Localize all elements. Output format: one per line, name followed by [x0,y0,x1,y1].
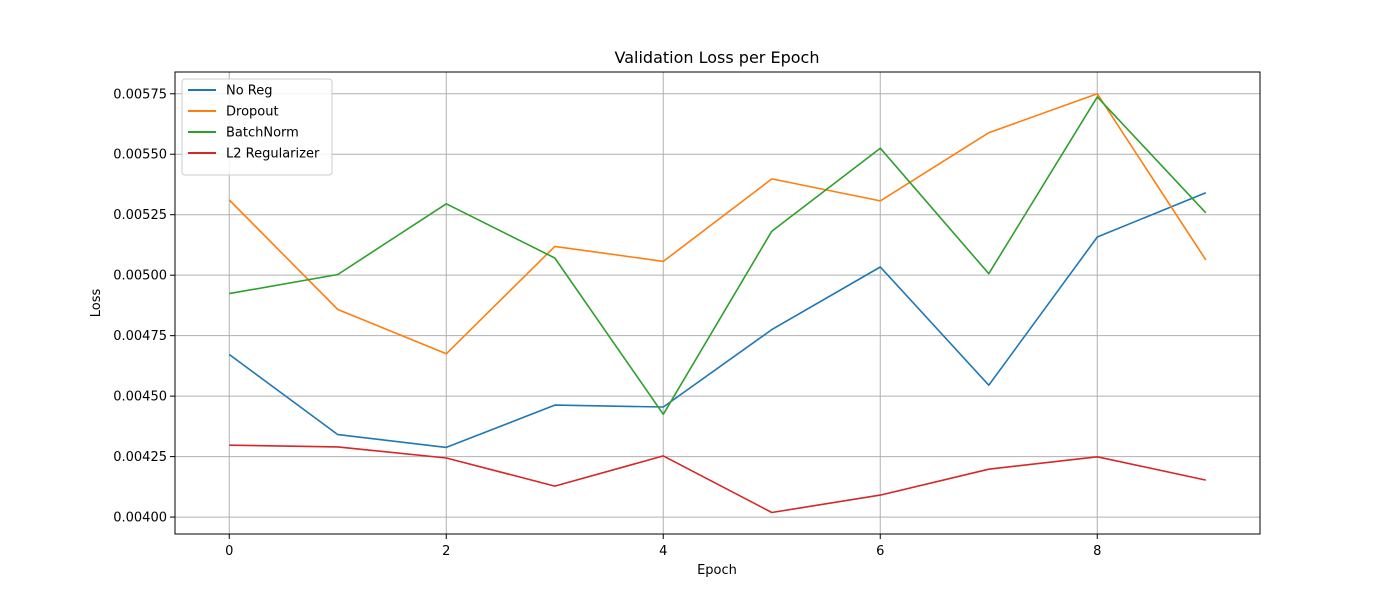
legend-label-no-reg: No Reg [226,84,273,99]
legend-label-batchnorm: BatchNorm [226,126,299,141]
y-tick-label: 0.00550 [113,148,167,163]
x-axis-label: Epoch [697,563,737,578]
axis-ticks: 0 2 4 6 8 0.00400 0.00425 0.00450 0.00475 0.00500… [113,87,1101,559]
y-tick-label: 0.00475 [113,329,167,344]
y-tick-label: 0.00425 [113,450,167,465]
series-line-dropout [228,93,1207,355]
x-tick-label: 6 [876,544,884,559]
legend-label-l2-regularizer: L2 Regularizer [226,147,320,162]
y-axis-label: Loss [89,289,104,318]
plot-frame [174,71,1261,535]
y-tick-label: 0.00400 [113,511,167,526]
legend-label-dropout: Dropout [226,105,279,120]
series-line-no-reg [228,191,1207,449]
y-tick-label: 0.00450 [113,390,167,405]
legend-box [181,78,333,176]
x-tick-label: 0 [225,544,233,559]
series-line-l2-regularizer [229,444,1206,514]
chart-title: Validation Loss per Epoch [615,48,820,67]
x-tick-label: 2 [442,544,450,559]
y-tick-label: 0.00525 [113,208,167,223]
y-tick-label: 0.00500 [113,269,167,284]
series-line-batchnorm [229,96,1207,416]
grid [175,72,1260,534]
series-lines [228,93,1207,514]
y-tick-label: 0.00575 [113,87,167,102]
x-tick-label: 4 [659,544,667,559]
legend: No Reg Dropout BatchNorm L2 Regularizer [181,78,333,176]
x-tick-label: 8 [1093,544,1101,559]
